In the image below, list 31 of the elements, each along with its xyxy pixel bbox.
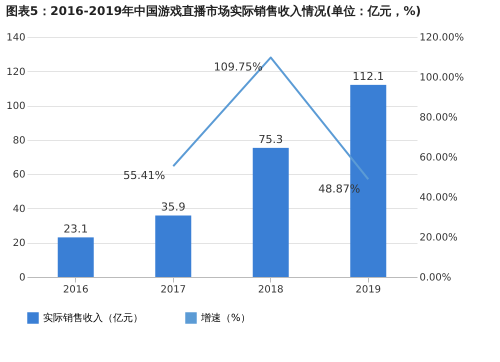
legend-label: 实际销售收入（亿元） (43, 312, 143, 324)
y2-tick-label: 100.00% (420, 72, 464, 84)
y2-tick-label: 80.00% (420, 112, 458, 124)
y2-tick-label: 120.00% (420, 32, 464, 44)
data-label: 35.9 (161, 200, 186, 214)
chart-title: 图表5：2016-2019年中国游戏直播市场实际销售收入情况(单位：亿元，%) (6, 4, 422, 18)
y-tick-label: 80 (12, 135, 26, 146)
y-tick-label: 60 (12, 170, 26, 181)
y2-tick-label: 0.00% (420, 272, 452, 284)
legend-label: 增速（%） (200, 312, 251, 324)
bar (155, 215, 192, 277)
bar (58, 237, 94, 277)
x-tick-label: 2017 (160, 284, 186, 296)
x-tick-label: 2019 (356, 284, 381, 296)
y2-tick-label: 60.00% (420, 152, 458, 164)
data-label: 23.1 (64, 222, 88, 236)
data-label: 75.3 (258, 132, 283, 146)
y-tick-label: 120 (6, 66, 26, 78)
y2-tick-label: 20.00% (420, 232, 458, 244)
y-tick-label: 40 (12, 204, 26, 215)
y-tick-label: 20 (12, 238, 26, 250)
x-tick-label: 2018 (258, 284, 284, 296)
y2-tick-label: 40.00% (420, 192, 458, 204)
y-tick-label: 140 (6, 32, 26, 44)
bar (252, 148, 289, 277)
y-tick-label: 0 (19, 272, 26, 284)
data-label: 109.75% (214, 60, 263, 74)
data-label: 112.1 (352, 70, 384, 83)
data-label: 55.41% (123, 169, 166, 182)
y-tick-label: 100 (6, 101, 26, 112)
x-tick-label: 2016 (63, 284, 88, 296)
